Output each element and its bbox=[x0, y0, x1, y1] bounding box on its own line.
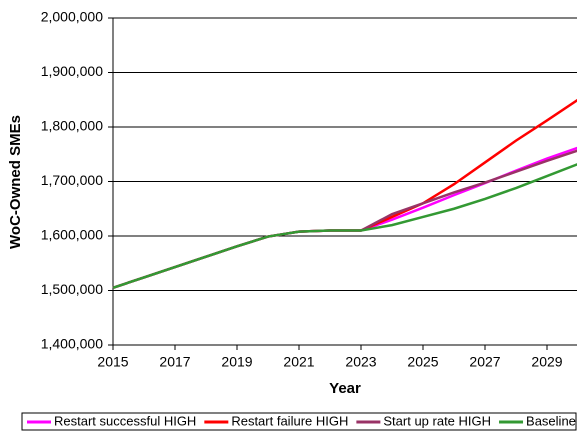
x-tick-label: 2019 bbox=[221, 354, 252, 370]
y-tick-label: 1,700,000 bbox=[41, 172, 103, 188]
legend-label: Baseline bbox=[526, 413, 576, 428]
legend: Restart successful HIGH Restart failure H… bbox=[21, 412, 577, 431]
x-tick-label: 2015 bbox=[97, 354, 128, 370]
series-line bbox=[112, 163, 577, 289]
legend-label: Start up rate HIGH bbox=[383, 413, 491, 428]
x-tick-label: 2025 bbox=[407, 354, 438, 370]
y-tick-label: 2,000,000 bbox=[41, 9, 103, 25]
x-axis-title: Year bbox=[329, 380, 361, 397]
x-tick-label: 2027 bbox=[469, 354, 500, 370]
series-line bbox=[112, 149, 577, 289]
y-tick-label: 1,400,000 bbox=[41, 336, 103, 352]
x-tick-label: 2021 bbox=[283, 354, 314, 370]
x-tick-label: 2029 bbox=[531, 354, 562, 370]
legend-box bbox=[21, 412, 577, 431]
y-tick-label: 1,900,000 bbox=[41, 63, 103, 79]
legend-label: Restart successful HIGH bbox=[54, 413, 196, 428]
x-tick-label: 2017 bbox=[159, 354, 190, 370]
series-line bbox=[112, 146, 577, 289]
legend-label: Restart failure HIGH bbox=[231, 413, 348, 428]
y-tick-label: 1,600,000 bbox=[41, 227, 103, 243]
y-axis-title: WoC-Owned SMEs bbox=[7, 115, 24, 249]
series-line bbox=[112, 98, 577, 289]
y-tick-label: 1,800,000 bbox=[41, 118, 103, 134]
y-tick-label: 1,500,000 bbox=[41, 281, 103, 297]
x-tick-label: 2023 bbox=[345, 354, 376, 370]
